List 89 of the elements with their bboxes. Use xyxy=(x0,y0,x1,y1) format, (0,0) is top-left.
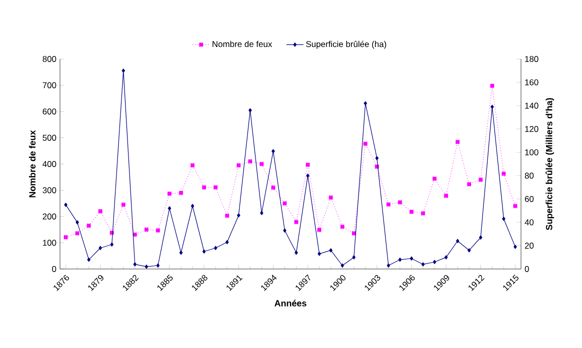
point xyxy=(64,202,68,207)
point xyxy=(409,210,414,214)
point xyxy=(144,227,149,232)
y-tick-label: 500 xyxy=(42,134,56,141)
y-tick-label: 100 xyxy=(42,240,56,246)
point xyxy=(202,185,206,190)
point xyxy=(502,216,506,221)
legend-label: Nombre de feux xyxy=(212,40,272,48)
y-tick-label: 0 xyxy=(52,266,56,272)
y-tick-label: 300 xyxy=(42,187,56,194)
point xyxy=(87,258,90,262)
point xyxy=(328,195,334,200)
point xyxy=(318,252,321,256)
point xyxy=(110,242,114,247)
point xyxy=(467,248,471,252)
point xyxy=(190,163,195,168)
point xyxy=(444,255,448,260)
point xyxy=(76,220,79,224)
y-tick-label: 600 xyxy=(42,108,56,114)
point xyxy=(133,262,137,266)
y2-tick-label: 80 xyxy=(524,172,534,179)
point xyxy=(306,174,310,178)
point xyxy=(283,228,286,233)
point xyxy=(178,190,184,196)
point xyxy=(282,201,287,206)
point xyxy=(456,238,460,244)
y2-tick-label: 20 xyxy=(524,242,534,249)
point xyxy=(167,191,172,196)
point xyxy=(122,68,126,73)
y2-tick-label: 140 xyxy=(525,102,538,109)
point xyxy=(432,260,436,264)
y2-tick-label: 0 xyxy=(524,266,529,272)
y2-tick-label: 60 xyxy=(524,196,534,202)
point xyxy=(364,101,368,106)
point xyxy=(444,194,448,198)
point xyxy=(375,156,379,160)
point xyxy=(190,204,194,208)
point xyxy=(272,149,275,154)
point xyxy=(156,228,160,233)
point xyxy=(514,244,517,249)
x-axis-title: Années xyxy=(274,300,306,306)
point xyxy=(214,246,218,250)
point xyxy=(386,202,391,207)
y2-tick-label: 100 xyxy=(525,149,538,156)
point xyxy=(410,256,414,261)
point xyxy=(432,176,437,181)
point xyxy=(398,258,402,262)
point xyxy=(248,159,252,164)
point xyxy=(294,250,298,255)
y2-axis-title: Superficie brûlée (Milliers d'ha) xyxy=(545,98,554,230)
point xyxy=(168,206,172,210)
point xyxy=(317,228,322,232)
point xyxy=(352,255,356,260)
point xyxy=(144,264,148,269)
point xyxy=(179,250,183,255)
point xyxy=(386,263,390,268)
y2-tick-label: 40 xyxy=(524,219,534,226)
point xyxy=(363,142,368,146)
point xyxy=(121,202,126,207)
point xyxy=(340,224,345,229)
point xyxy=(479,235,482,240)
point xyxy=(225,240,229,244)
point xyxy=(202,249,206,254)
point xyxy=(466,182,472,186)
y-tick-label: 400 xyxy=(42,161,56,167)
point xyxy=(236,163,241,168)
point xyxy=(398,200,402,205)
y-tick-label: 800 xyxy=(42,56,56,62)
y-tick-label: 700 xyxy=(42,82,56,88)
point xyxy=(98,246,102,250)
point xyxy=(213,185,218,190)
point xyxy=(455,140,460,144)
y-axis-title: Nombre de feux xyxy=(28,130,36,198)
point xyxy=(329,248,332,252)
point xyxy=(340,263,344,268)
y2-tick-label: 120 xyxy=(525,126,538,132)
point xyxy=(156,263,160,268)
point xyxy=(236,213,240,218)
point xyxy=(224,214,230,218)
point xyxy=(271,185,276,190)
point xyxy=(260,210,264,216)
legend-label: Superficie brûlée (ha) xyxy=(306,40,386,49)
y-tick-label: 200 xyxy=(42,214,56,220)
y2-tick-label: 160 xyxy=(525,79,538,86)
point xyxy=(248,108,252,112)
point xyxy=(490,104,494,109)
y2-tick-label: 180 xyxy=(525,56,538,62)
point xyxy=(421,262,425,266)
point xyxy=(420,211,426,216)
